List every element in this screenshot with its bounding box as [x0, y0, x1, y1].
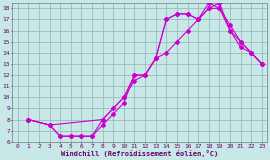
- X-axis label: Windchill (Refroidissement éolien,°C): Windchill (Refroidissement éolien,°C): [61, 150, 218, 157]
